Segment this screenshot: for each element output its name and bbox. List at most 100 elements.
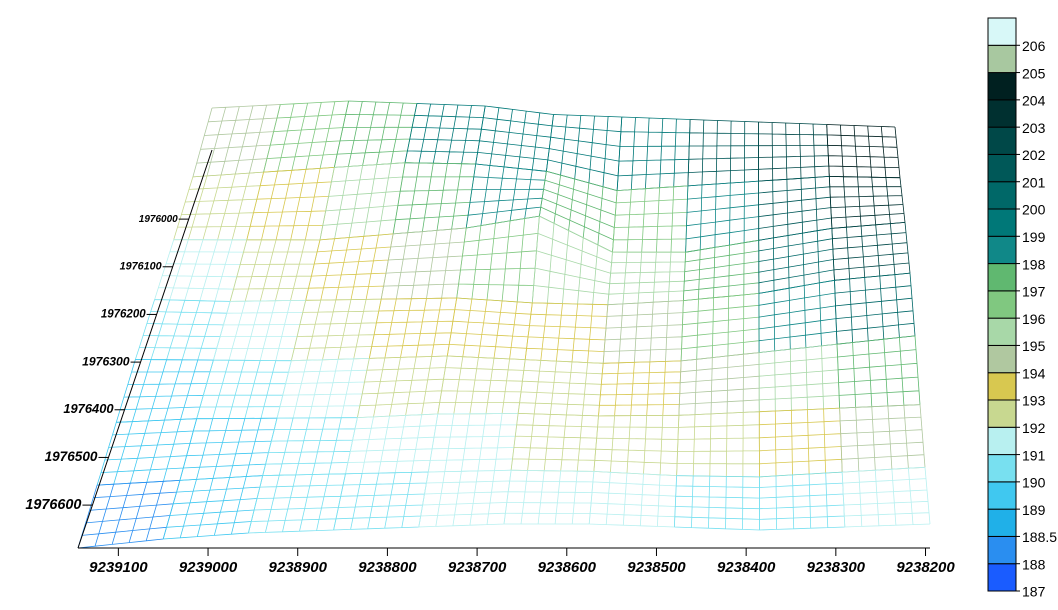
legend-swatch (988, 427, 1016, 454)
y-tick-label: 1976200 (101, 308, 146, 320)
surface-cell (393, 163, 476, 234)
surface-cell (603, 301, 683, 364)
legend-label: 201 (1022, 174, 1046, 190)
surface-cell (686, 181, 759, 252)
legend-swatch (988, 400, 1016, 427)
surface-cell (320, 163, 405, 240)
surface-cell (447, 298, 532, 360)
legend-label: 188 (1022, 556, 1046, 572)
surface-cell (525, 303, 608, 363)
surface-cell (532, 216, 612, 305)
legend-label: 203 (1022, 120, 1046, 136)
legend-label: 198 (1022, 256, 1046, 272)
x-tick-label: 9239100 (89, 559, 148, 576)
x-tick-label: 9238900 (269, 559, 328, 576)
legend-label: 205 (1022, 65, 1046, 81)
surface-cell (759, 472, 844, 530)
surface-cell (677, 412, 760, 477)
surface-cell (78, 480, 180, 548)
legend-label: 187 (1022, 584, 1046, 600)
surface-cell (674, 476, 759, 530)
surface-cell (759, 228, 835, 293)
surface-cell (174, 172, 264, 240)
surface-cell (608, 252, 686, 305)
legend-swatch (988, 536, 1016, 563)
surface-cell (466, 164, 546, 228)
surface-cell (263, 418, 358, 476)
legend-label: 194 (1022, 365, 1046, 381)
surface-cell (277, 358, 369, 418)
surface-cell (681, 293, 759, 361)
legend-swatch (988, 291, 1016, 318)
surface-cell (842, 467, 930, 527)
surface-cell (758, 122, 829, 181)
surface-cell (539, 171, 617, 252)
surface-cell (291, 299, 381, 361)
surface-cell (511, 413, 598, 471)
legend-label: 190 (1022, 475, 1046, 491)
surface-cell (759, 176, 832, 240)
x-tick-label: 9238500 (627, 559, 686, 576)
surface-cell (180, 418, 277, 480)
legend-swatch (988, 209, 1016, 236)
x-tick-label: 9238600 (538, 559, 597, 576)
surface-cell (546, 115, 621, 191)
surface-cell (759, 408, 842, 477)
chart: 9239100 9239000 9238900 9238800 9238700 92386… (0, 0, 1058, 605)
y-tick-label: 1976100 (120, 261, 162, 273)
surface-cell (617, 117, 690, 191)
legend-label: 196 (1022, 311, 1046, 327)
legend-swatch (988, 345, 1016, 372)
surface-cell (759, 344, 840, 412)
surface-cell (247, 167, 334, 240)
legend-swatch (988, 564, 1016, 591)
surface-cell (837, 336, 920, 408)
x-tick-label: 9238800 (358, 559, 417, 576)
surface-cell (306, 234, 393, 300)
surface-cell (589, 471, 676, 527)
legend-swatch (988, 127, 1016, 154)
surface-cell (827, 125, 900, 178)
legend-swatch (988, 18, 1016, 45)
legend-swatch (988, 373, 1016, 400)
x-tick-label: 9238300 (807, 559, 866, 576)
surface-cell (504, 470, 594, 524)
surface-cell (835, 273, 916, 344)
surface-cell (476, 106, 554, 171)
legend-swatch (988, 154, 1016, 181)
surface-cell (97, 419, 197, 485)
surface-cell (829, 176, 905, 228)
legend-swatch (988, 73, 1016, 100)
legend-label: 195 (1022, 338, 1046, 354)
surface-cell (193, 105, 280, 177)
surface-cell (230, 240, 320, 302)
surface-cell (599, 361, 682, 416)
legend-swatch (988, 182, 1016, 209)
legend-label: 206 (1022, 38, 1046, 54)
surface-cell (840, 405, 925, 473)
surface-cell (334, 101, 417, 167)
legend-label: 189 (1022, 502, 1046, 518)
x-tick-label: 9238700 (448, 559, 507, 576)
legend-label: 197 (1022, 284, 1046, 300)
x-tick-label: 9239000 (179, 559, 238, 576)
surface-cell (405, 104, 485, 165)
surface-cell (457, 216, 540, 303)
y-tick-label: 1976500 (45, 449, 98, 464)
surface-cell (438, 356, 525, 414)
y-tick-label: 1976600 (25, 497, 81, 513)
surface-cell (419, 470, 511, 527)
legend-label: 188.5 (1022, 529, 1057, 545)
y-tick-label: 1976300 (82, 354, 130, 368)
x-tick-label: 9238200 (896, 559, 955, 576)
legend-label: 200 (1022, 202, 1046, 218)
legend-swatch (988, 455, 1016, 482)
surface-cell (518, 360, 603, 416)
surface-cell (346, 414, 438, 474)
y-tick-label: 1976400 (63, 401, 114, 416)
legend-label: 191 (1022, 447, 1046, 463)
surface-cell (613, 186, 688, 252)
legend-swatch (988, 318, 1016, 345)
legend-swatch (988, 509, 1016, 536)
surface-cell (594, 415, 679, 475)
